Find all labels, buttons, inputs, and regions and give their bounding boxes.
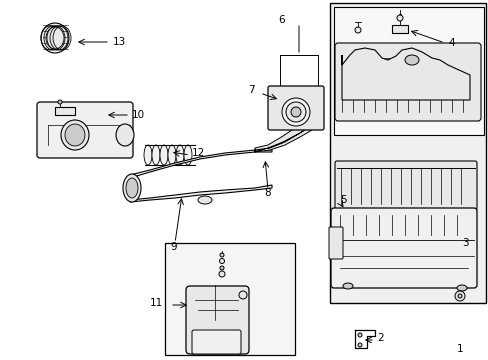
Circle shape — [354, 27, 360, 33]
Ellipse shape — [41, 23, 69, 53]
Circle shape — [285, 102, 305, 122]
Circle shape — [282, 98, 309, 126]
Polygon shape — [254, 112, 323, 152]
Bar — [329, 3, 485, 303]
Polygon shape — [130, 150, 271, 202]
Text: 11: 11 — [149, 298, 163, 308]
FancyBboxPatch shape — [334, 161, 476, 210]
Circle shape — [239, 291, 246, 299]
Circle shape — [219, 271, 224, 277]
Circle shape — [357, 333, 361, 337]
Text: 5: 5 — [339, 195, 346, 205]
Ellipse shape — [183, 145, 192, 165]
Circle shape — [58, 100, 62, 104]
Ellipse shape — [456, 285, 466, 291]
Text: 13: 13 — [113, 37, 126, 47]
Text: 9: 9 — [170, 242, 176, 252]
Ellipse shape — [342, 283, 352, 289]
FancyBboxPatch shape — [328, 227, 342, 259]
FancyBboxPatch shape — [330, 208, 476, 288]
Circle shape — [220, 253, 224, 257]
Text: 12: 12 — [192, 148, 205, 158]
Circle shape — [454, 291, 464, 301]
Circle shape — [220, 266, 224, 270]
Text: 2: 2 — [376, 333, 383, 343]
Text: 6: 6 — [278, 15, 284, 25]
Text: 7: 7 — [247, 85, 254, 95]
Text: 3: 3 — [461, 238, 468, 248]
Text: 8: 8 — [264, 188, 270, 198]
Ellipse shape — [160, 145, 168, 165]
Ellipse shape — [143, 145, 152, 165]
Polygon shape — [341, 48, 469, 100]
Ellipse shape — [123, 174, 141, 202]
Bar — [55, 107, 75, 115]
Circle shape — [457, 294, 461, 298]
Ellipse shape — [404, 55, 418, 65]
Ellipse shape — [65, 124, 85, 146]
Ellipse shape — [168, 145, 176, 165]
Ellipse shape — [176, 145, 183, 165]
Bar — [391, 25, 407, 33]
Ellipse shape — [126, 178, 138, 198]
FancyBboxPatch shape — [192, 330, 241, 354]
Text: 10: 10 — [132, 110, 145, 120]
Circle shape — [357, 343, 361, 347]
Circle shape — [396, 15, 402, 21]
Circle shape — [290, 107, 301, 117]
Text: 1: 1 — [456, 344, 463, 354]
FancyBboxPatch shape — [37, 102, 133, 158]
Bar — [164, 243, 294, 355]
Ellipse shape — [61, 120, 89, 150]
Ellipse shape — [152, 145, 160, 165]
Circle shape — [219, 258, 224, 264]
Ellipse shape — [198, 196, 212, 204]
Ellipse shape — [116, 124, 134, 146]
Text: 4: 4 — [447, 38, 454, 48]
Ellipse shape — [46, 27, 64, 49]
Bar — [333, 7, 483, 135]
FancyBboxPatch shape — [267, 86, 324, 130]
FancyBboxPatch shape — [334, 43, 480, 121]
FancyBboxPatch shape — [185, 286, 248, 354]
